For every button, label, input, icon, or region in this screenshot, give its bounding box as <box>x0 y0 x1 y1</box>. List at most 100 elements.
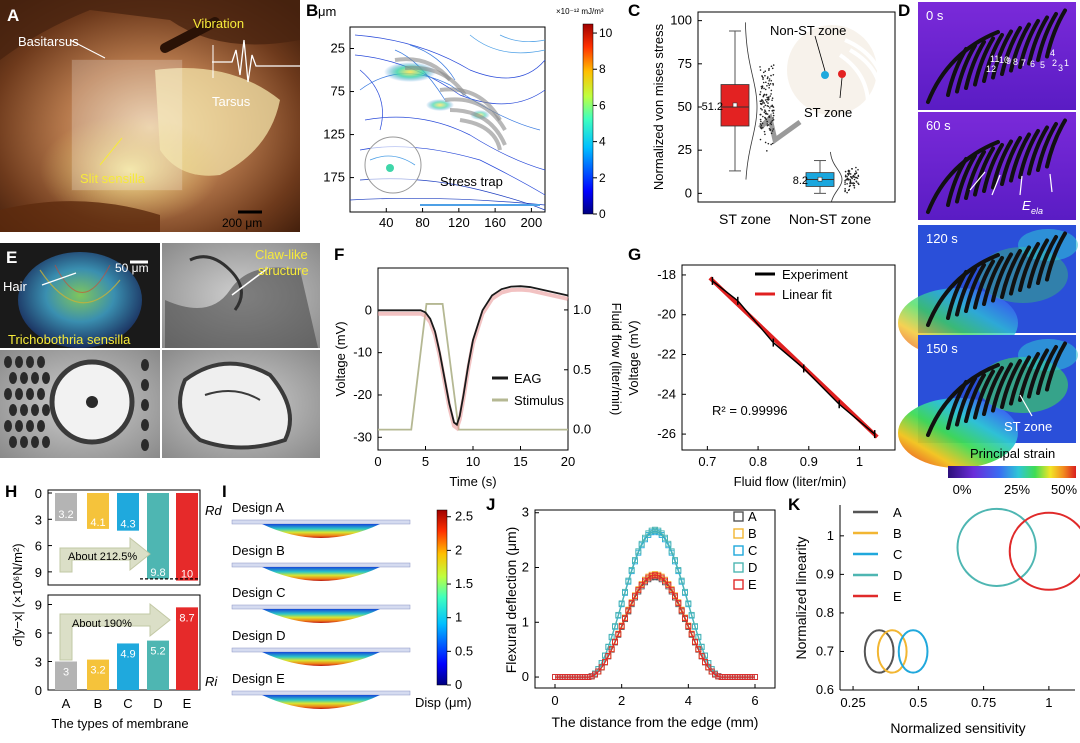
i-design-label: Design E <box>232 671 285 686</box>
j-series-marker <box>652 526 658 533</box>
c-jitter-point <box>772 82 774 85</box>
d-slit-long <box>926 140 1000 214</box>
d-slit-number: 6 <box>1030 59 1035 69</box>
d-slit <box>982 366 1004 416</box>
c-jitter-point <box>853 178 856 181</box>
c-jitter-point <box>771 99 773 102</box>
d-slit <box>1009 355 1031 406</box>
b-colorbar-tick-label: 8 <box>599 62 606 76</box>
scale-bar-e-label: 50 μm <box>115 261 149 275</box>
j-series-marker <box>672 593 678 600</box>
j-series-marker <box>675 566 682 573</box>
d-slit <box>973 259 995 310</box>
c-jitter-point <box>770 65 773 68</box>
c-jitter-point <box>852 184 855 186</box>
k-x-tick-label: 0.25 <box>840 695 865 710</box>
j-series-marker <box>632 593 638 600</box>
j-series-marker <box>692 638 698 645</box>
d-slit <box>1045 8 1067 59</box>
j-series-marker <box>612 623 618 630</box>
k-legend-label: D <box>893 568 902 583</box>
i-displacement-field <box>262 695 380 709</box>
panel-j-chart: 0 2 4 6 0 1 2 3 The distance from the edge (mm) F… <box>503 505 776 730</box>
label-vibration: Vibration <box>193 16 244 31</box>
c-jitter-point <box>760 124 763 126</box>
j-series-marker <box>698 653 705 659</box>
label-claw-like-line-1: Claw-like <box>255 247 308 262</box>
c-jitter-point <box>844 183 846 185</box>
d-slit <box>955 376 977 427</box>
d-frame-bg <box>918 2 1076 110</box>
ct-pore <box>20 436 28 448</box>
panel-label-a: A <box>7 6 19 25</box>
b-x-tick-label: 40 <box>379 215 393 230</box>
ct-pore <box>9 436 17 448</box>
d-slit-number: 1 <box>1064 58 1069 68</box>
j-y-tick-label: 1 <box>522 614 529 629</box>
j-series-marker <box>682 615 688 622</box>
h-bottom-arrow <box>59 602 171 661</box>
ct-pore <box>4 388 12 400</box>
c-jitter-point <box>848 185 851 188</box>
i-membrane-plate <box>231 519 411 525</box>
c-jitter-point <box>759 93 761 96</box>
c-jitter-point <box>761 108 763 111</box>
c-jitter-point <box>847 170 850 173</box>
g-y-tick-label: -26 <box>657 426 676 441</box>
d-slit <box>982 33 1004 83</box>
c-jitter-point <box>768 109 770 112</box>
k-ellipse <box>897 629 929 674</box>
c-jitter-point <box>772 114 775 117</box>
j-series-marker <box>582 674 588 680</box>
k-ellipse <box>863 629 895 674</box>
c-jitter-point <box>844 170 847 173</box>
c-jitter-point <box>762 71 765 74</box>
c-jitter-point <box>772 118 775 121</box>
i-design-label: Design C <box>232 585 285 600</box>
j-series-line <box>555 530 755 678</box>
h-bar-ri <box>117 643 139 690</box>
c-jitter-point <box>772 112 775 114</box>
d-slit <box>964 373 986 423</box>
ct-hair-leader <box>41 272 77 286</box>
j-series-marker <box>662 534 668 541</box>
panel-a-photo: A Basitarsus Vibration Tarsus Slit sensi… <box>0 0 300 232</box>
d-slit <box>964 263 986 313</box>
panel-b-colorbar-unit: ×10⁻¹² mJ/m³ <box>556 7 604 16</box>
i-design-label: Design A <box>232 500 284 515</box>
c-jitter-point <box>851 176 854 178</box>
b-x-tick-label: 120 <box>448 215 470 230</box>
d-slit-long <box>926 253 1000 327</box>
j-series-marker <box>608 646 615 653</box>
vibration-wave-icon <box>212 39 300 83</box>
panel-j-deflection: J 0 2 4 6 0 1 2 3 The distance from the edge (mm… <box>486 495 776 730</box>
j-series-line <box>555 574 755 678</box>
panel-label-d: D <box>898 1 910 20</box>
j-series-marker <box>732 674 738 680</box>
ct-sensilla-blob <box>18 252 142 348</box>
i-displacement-field <box>262 652 380 666</box>
d-strain-hot-zone <box>898 398 1018 468</box>
panel-i-chart: Design A Design B Design C Design D Design E… <box>231 500 473 710</box>
d-slit <box>973 369 995 420</box>
d-slit-number: 12 <box>986 64 996 74</box>
c-jitter-point <box>849 173 852 175</box>
panel-c-chart: 0 25 50 75 100 Normalized von mises stress 51.… <box>651 11 896 227</box>
d-slit-number: 5 <box>1040 60 1045 70</box>
c-jitter-point <box>771 110 774 112</box>
b-x-tick-label: 80 <box>415 215 429 230</box>
label-stress-trap: Stress trap <box>440 174 503 189</box>
c-jitter-point <box>853 176 856 178</box>
c-jitter-point <box>857 183 860 186</box>
g-series-experiment <box>711 280 876 435</box>
c-jitter-point <box>767 124 770 126</box>
j-series-marker <box>622 615 628 622</box>
d-slit <box>991 139 1013 190</box>
c-jitter-point <box>763 102 766 104</box>
c-jitter-point <box>760 126 762 129</box>
j-series-marker <box>662 577 668 584</box>
ct-tile-3-pores <box>4 356 149 451</box>
h-bottom-y-tick-label: 6 <box>35 626 42 641</box>
j-series-marker <box>598 664 605 671</box>
